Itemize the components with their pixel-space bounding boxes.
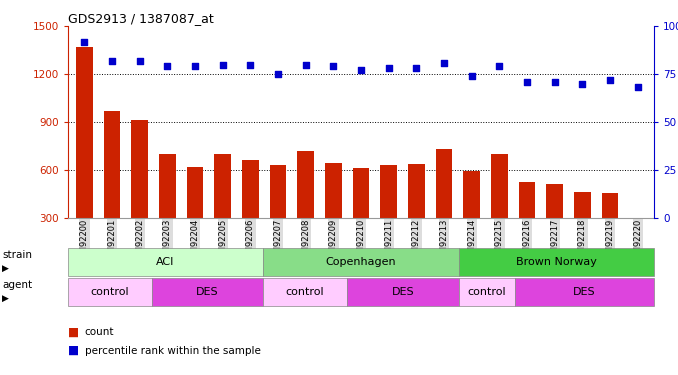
Text: ▶: ▶	[2, 264, 9, 273]
Text: control: control	[90, 286, 129, 297]
Text: agent: agent	[2, 280, 32, 290]
Text: DES: DES	[573, 286, 596, 297]
Point	[633, 84, 643, 90]
Bar	[601, 193, 618, 217]
Text: strain: strain	[2, 250, 32, 260]
Text: control: control	[286, 286, 325, 297]
Point	[411, 65, 422, 71]
Point	[521, 79, 532, 85]
Text: count: count	[85, 327, 115, 337]
Bar	[298, 150, 314, 217]
Bar	[186, 166, 203, 218]
Text: Brown Norway: Brown Norway	[516, 256, 597, 267]
Bar	[325, 164, 342, 218]
Point	[106, 58, 117, 64]
Point	[383, 65, 394, 71]
Text: Copenhagen: Copenhagen	[325, 256, 397, 267]
Text: percentile rank within the sample: percentile rank within the sample	[85, 346, 260, 355]
Bar	[380, 165, 397, 218]
Point	[355, 67, 366, 73]
Bar	[353, 168, 370, 217]
Bar	[242, 160, 259, 218]
Text: ■: ■	[68, 344, 79, 357]
Point	[328, 63, 339, 69]
Text: ACI: ACI	[157, 256, 175, 267]
Bar	[546, 184, 563, 218]
Point	[134, 58, 145, 64]
Point	[79, 39, 89, 45]
Point	[494, 63, 505, 69]
Point	[577, 81, 588, 87]
Bar	[104, 111, 121, 218]
Text: DES: DES	[196, 286, 219, 297]
Text: GDS2913 / 1387087_at: GDS2913 / 1387087_at	[68, 12, 214, 25]
Point	[190, 63, 201, 69]
Bar	[132, 120, 148, 218]
Bar	[159, 154, 176, 218]
Point	[245, 62, 256, 68]
Bar	[436, 149, 452, 217]
Point	[300, 62, 311, 68]
Bar	[519, 183, 536, 218]
Point	[217, 62, 228, 68]
Bar	[214, 154, 231, 218]
Point	[605, 77, 616, 83]
Bar	[491, 154, 508, 218]
Text: ■: ■	[68, 326, 79, 338]
Bar	[76, 47, 93, 217]
Point	[273, 71, 283, 77]
Bar	[270, 165, 286, 218]
Text: DES: DES	[392, 286, 414, 297]
Point	[439, 60, 450, 66]
Point	[466, 73, 477, 79]
Text: control: control	[467, 286, 506, 297]
Bar	[408, 164, 424, 218]
Point	[549, 79, 560, 85]
Bar	[574, 192, 591, 217]
Bar	[463, 171, 480, 217]
Point	[162, 63, 173, 69]
Text: ▶: ▶	[2, 294, 9, 303]
